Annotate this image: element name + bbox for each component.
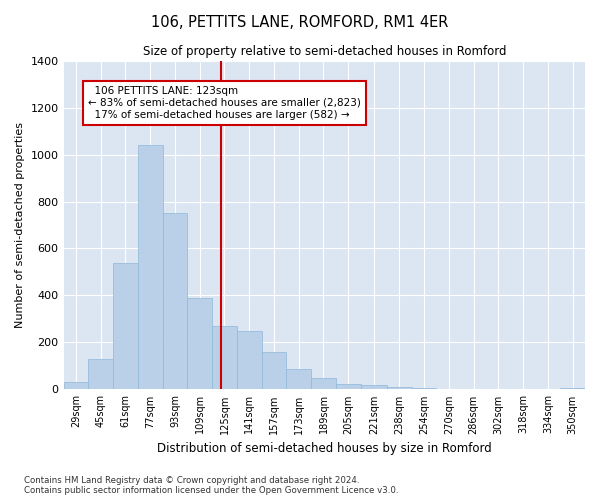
- Bar: [311, 378, 336, 390]
- Y-axis label: Number of semi-detached properties: Number of semi-detached properties: [15, 122, 25, 328]
- Bar: [64, 382, 88, 390]
- Bar: [286, 370, 311, 390]
- Bar: [113, 262, 138, 390]
- Title: Size of property relative to semi-detached houses in Romford: Size of property relative to semi-detach…: [143, 45, 506, 58]
- Bar: [212, 326, 237, 390]
- Text: 106, PETTITS LANE, ROMFORD, RM1 4ER: 106, PETTITS LANE, ROMFORD, RM1 4ER: [151, 15, 449, 30]
- Bar: [262, 352, 286, 390]
- X-axis label: Distribution of semi-detached houses by size in Romford: Distribution of semi-detached houses by …: [157, 442, 491, 455]
- Bar: [187, 298, 212, 390]
- Bar: [336, 384, 361, 390]
- Bar: [361, 384, 387, 390]
- Bar: [163, 213, 187, 390]
- Bar: [387, 386, 412, 390]
- Text: 106 PETTITS LANE: 123sqm  
← 83% of semi-detached houses are smaller (2,823)
  1: 106 PETTITS LANE: 123sqm ← 83% of semi-d…: [88, 86, 361, 120]
- Bar: [138, 145, 163, 390]
- Bar: [560, 388, 585, 390]
- Bar: [412, 388, 436, 390]
- Bar: [88, 359, 113, 390]
- Bar: [237, 330, 262, 390]
- Text: Contains HM Land Registry data © Crown copyright and database right 2024.
Contai: Contains HM Land Registry data © Crown c…: [24, 476, 398, 495]
